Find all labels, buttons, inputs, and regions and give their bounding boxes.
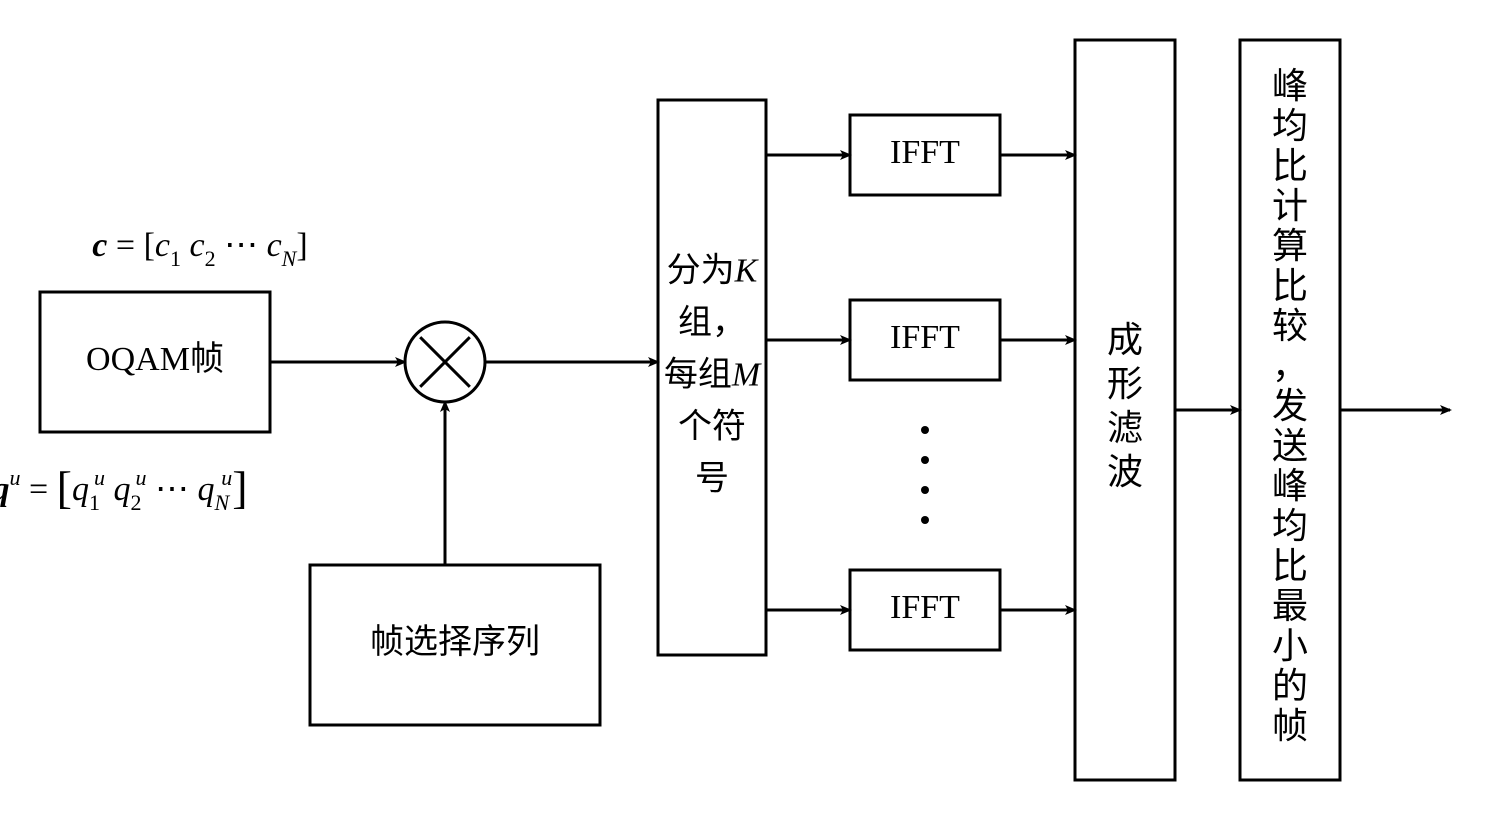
papr-compare-label: 峰均比计算比较，发送峰均比最小的帧: [1272, 66, 1308, 746]
c-vector-label: c = [c1 c2 ⋯ cN]: [92, 227, 307, 271]
ifft-label-2: IFFT: [890, 319, 960, 356]
mixer-multiply-icon: [405, 322, 485, 402]
ifft-label-1: IFFT: [890, 134, 960, 171]
frame-select-label: 帧选择序列: [370, 623, 540, 661]
ifft-label-3: IFFT: [890, 589, 960, 626]
ellipsis-dots-icon: [921, 426, 929, 524]
q-vector-label: qu = [q1u q2u ⋯ qNu]: [0, 462, 248, 515]
oqam-frame-label: OQAM帧: [86, 340, 224, 378]
